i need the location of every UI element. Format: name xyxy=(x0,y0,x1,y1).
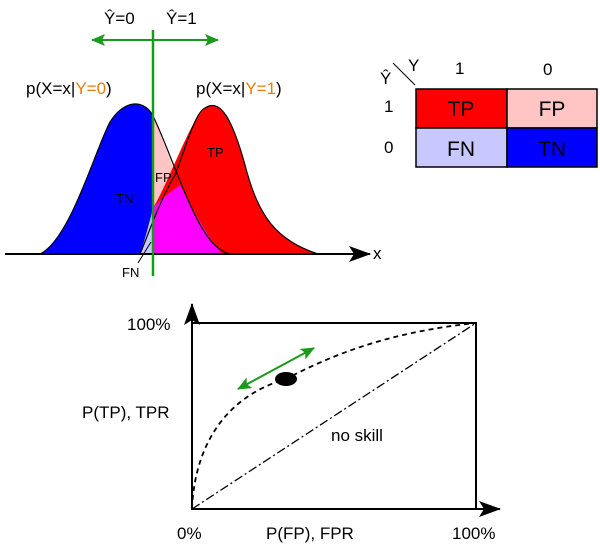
cell-fn-text: FN xyxy=(447,138,475,161)
matrix-row-0: 0 xyxy=(384,138,393,157)
cell-fp-text: FP xyxy=(539,98,566,121)
cell-fn xyxy=(415,127,508,168)
x-axis-label: x xyxy=(373,244,382,263)
cell-tn-text: TN xyxy=(538,138,566,161)
roc-y-title: P(TP), TPR xyxy=(82,403,170,422)
operating-point xyxy=(275,372,297,386)
roc-curve xyxy=(191,322,477,510)
cell-tn xyxy=(506,127,598,168)
yhat0-label: Ŷ=0 xyxy=(104,9,135,28)
roc-x-origin-label: 0% xyxy=(177,524,202,543)
matrix-col-0: 0 xyxy=(543,60,552,79)
roc-plot: 100% P(TP), TPR 0% P(FP), FPR 100% no sk… xyxy=(82,303,501,543)
overlap-region xyxy=(153,185,222,254)
tn-region xyxy=(40,103,153,254)
matrix-col-1: 1 xyxy=(455,59,464,78)
tp-label: TP xyxy=(207,145,224,160)
neg-curve-label: p(X=x|Y=0) xyxy=(26,79,112,98)
confusion-matrix: Y Ŷ 1 0 1 0 TP FP FN TN xyxy=(380,56,598,168)
operating-point-arrow xyxy=(237,347,315,390)
matrix-y-label: Y xyxy=(408,56,419,75)
no-skill-line xyxy=(191,322,477,510)
fn-label: FN xyxy=(122,265,139,280)
pos-curve-label: p(X=x|Y=1) xyxy=(196,79,282,98)
yhat1-label: Ŷ=1 xyxy=(166,9,197,28)
fn-region xyxy=(140,208,153,254)
matrix-row-1: 1 xyxy=(384,97,393,116)
matrix-yhat-label: Ŷ xyxy=(380,69,391,88)
roc-x-title: P(FP), FPR xyxy=(266,524,354,543)
roc-x-end-label: 100% xyxy=(452,524,495,543)
fp-label: FP xyxy=(155,170,172,185)
no-skill-label: no skill xyxy=(331,426,383,445)
distribution-plot: x Ŷ=0 Ŷ=1 p(X=x|Y=0) p(X=x|Y=1) TN FP TP… xyxy=(5,9,382,280)
roc-y-top-label: 100% xyxy=(127,315,170,334)
cell-tp-text: TP xyxy=(448,98,475,121)
tn-label: TN xyxy=(116,191,133,206)
